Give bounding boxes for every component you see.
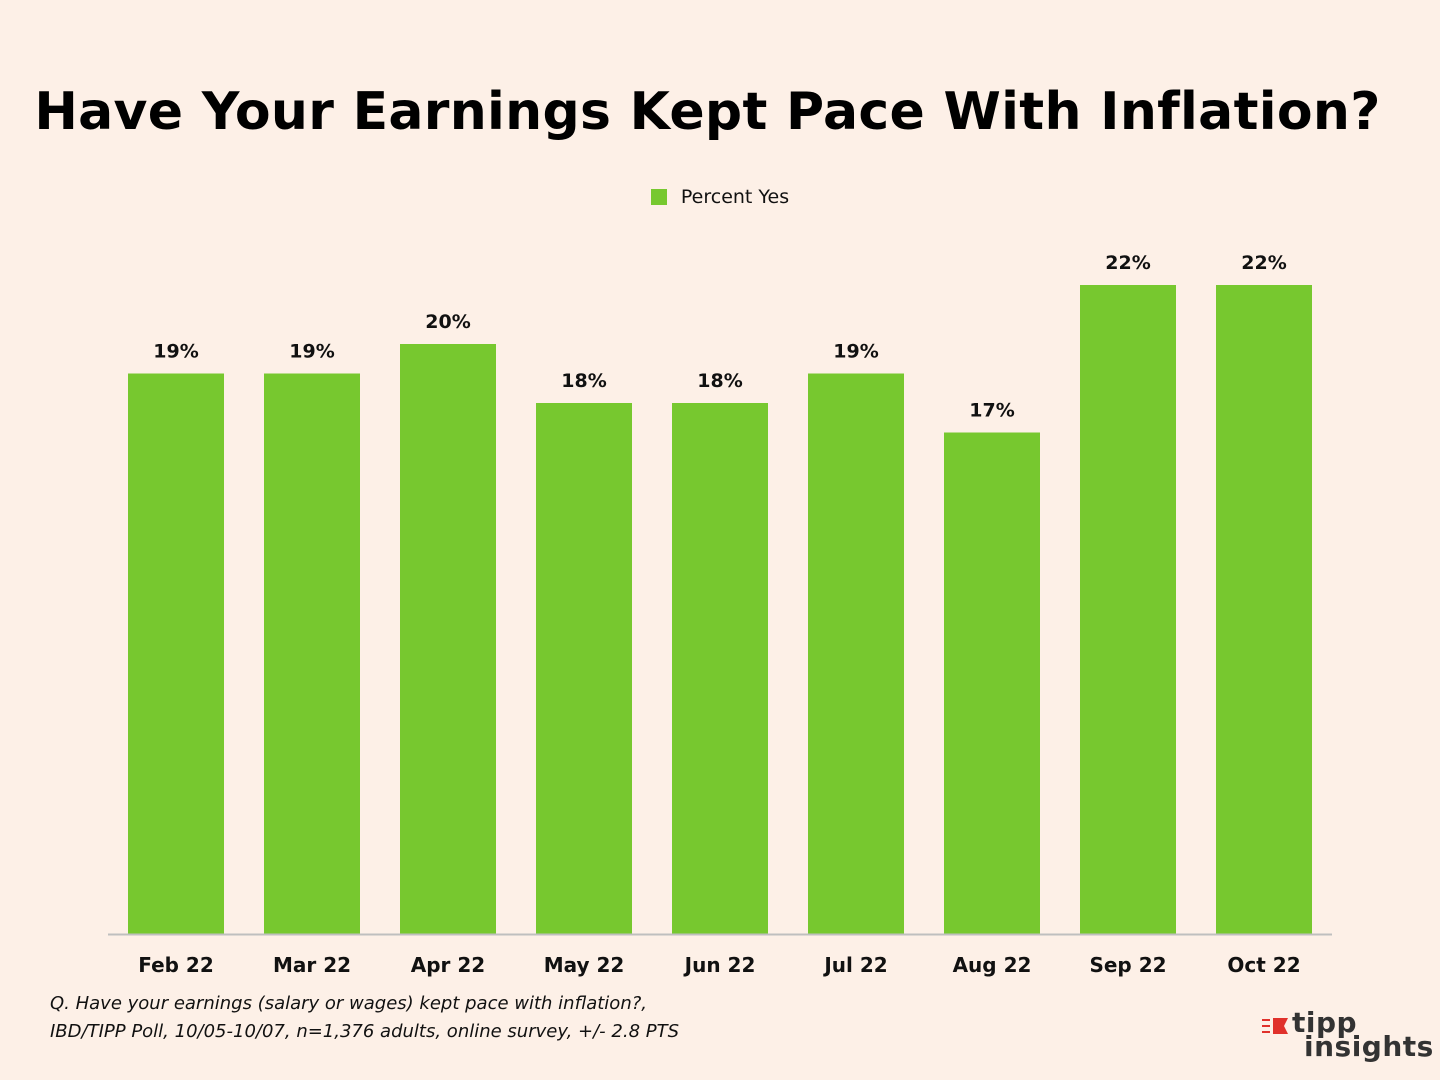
data-label: 20% [425,311,470,333]
bar-jun-22 [672,403,768,934]
data-label: 19% [833,341,878,363]
bar-oct-22 [1216,285,1312,934]
bar-aug-22 [944,432,1040,934]
data-label: 18% [697,370,742,392]
legend-swatch [650,189,667,205]
footnote-question: Q. Have your earnings (salary or wages) … [50,993,647,1014]
bar-feb-22 [128,373,224,934]
data-label: 17% [969,400,1014,422]
x-tick-label: Oct 22 [1227,953,1300,977]
footnote: Q. Have your earnings (salary or wages) … [50,990,679,1046]
legend-label: Percent Yes [680,186,790,208]
bar-jul-22 [808,373,904,934]
bar-mar-22 [264,373,360,934]
bar-may-22 [536,403,632,934]
x-tick-label: Apr 22 [411,953,485,977]
x-tick-label: Aug 22 [953,953,1032,977]
bar-sep-22 [1080,285,1176,934]
tipp-insights-logo: tipp insights [1258,1006,1433,1068]
logo-text-insights: insights [1304,1030,1434,1063]
logo-flag-icon [1262,1018,1288,1034]
data-label: 19% [153,341,198,363]
x-tick-label: Jun 22 [683,953,756,977]
x-tick-label: Jul 22 [822,953,887,977]
x-tick-label: May 22 [544,953,625,977]
data-label: 22% [1241,252,1286,274]
chart-title: Have Your Earnings Kept Pace With Inflat… [34,82,1381,142]
x-tick-label: Feb 22 [138,953,214,977]
data-label: 18% [561,370,606,392]
footnote-source: IBD/TIPP Poll, 10/05-10/07, n=1,376 adul… [50,1021,680,1042]
bar-apr-22 [400,344,496,934]
chart-legend: Percent Yes [0,186,1440,208]
x-tick-label: Mar 22 [273,953,351,977]
logo-text-tipp: tipp [1292,1006,1358,1039]
data-label: 19% [289,341,334,363]
data-label: 22% [1105,252,1150,274]
x-tick-label: Sep 22 [1089,953,1166,977]
